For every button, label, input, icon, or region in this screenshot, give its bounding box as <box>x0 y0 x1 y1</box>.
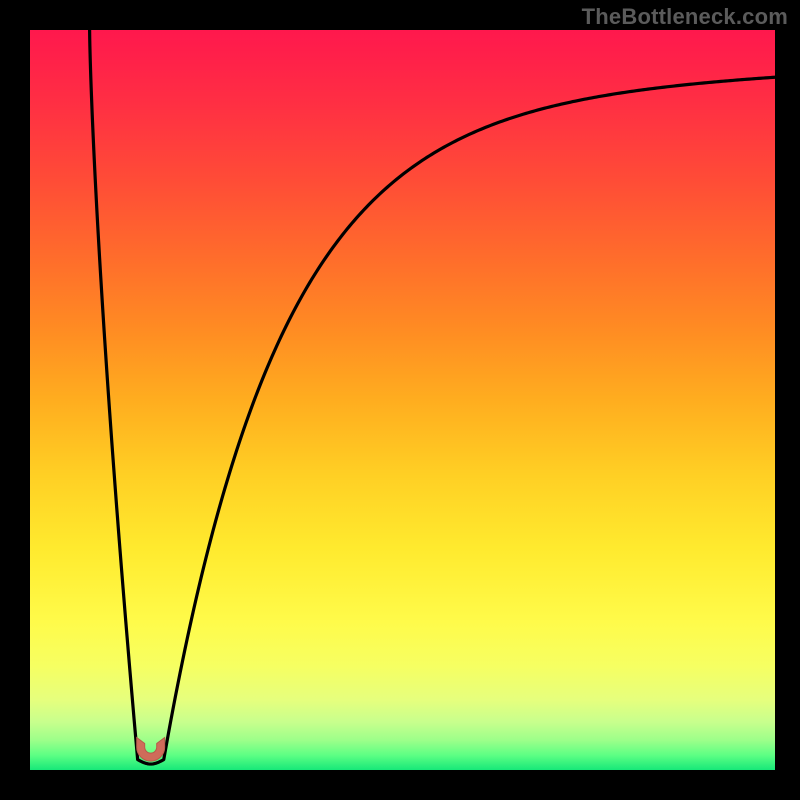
plot-frame <box>30 30 775 770</box>
chart-outer: TheBottleneck.com <box>0 0 800 800</box>
gradient-background <box>30 30 775 770</box>
plot-svg <box>30 30 775 770</box>
watermark-text: TheBottleneck.com <box>582 4 788 30</box>
